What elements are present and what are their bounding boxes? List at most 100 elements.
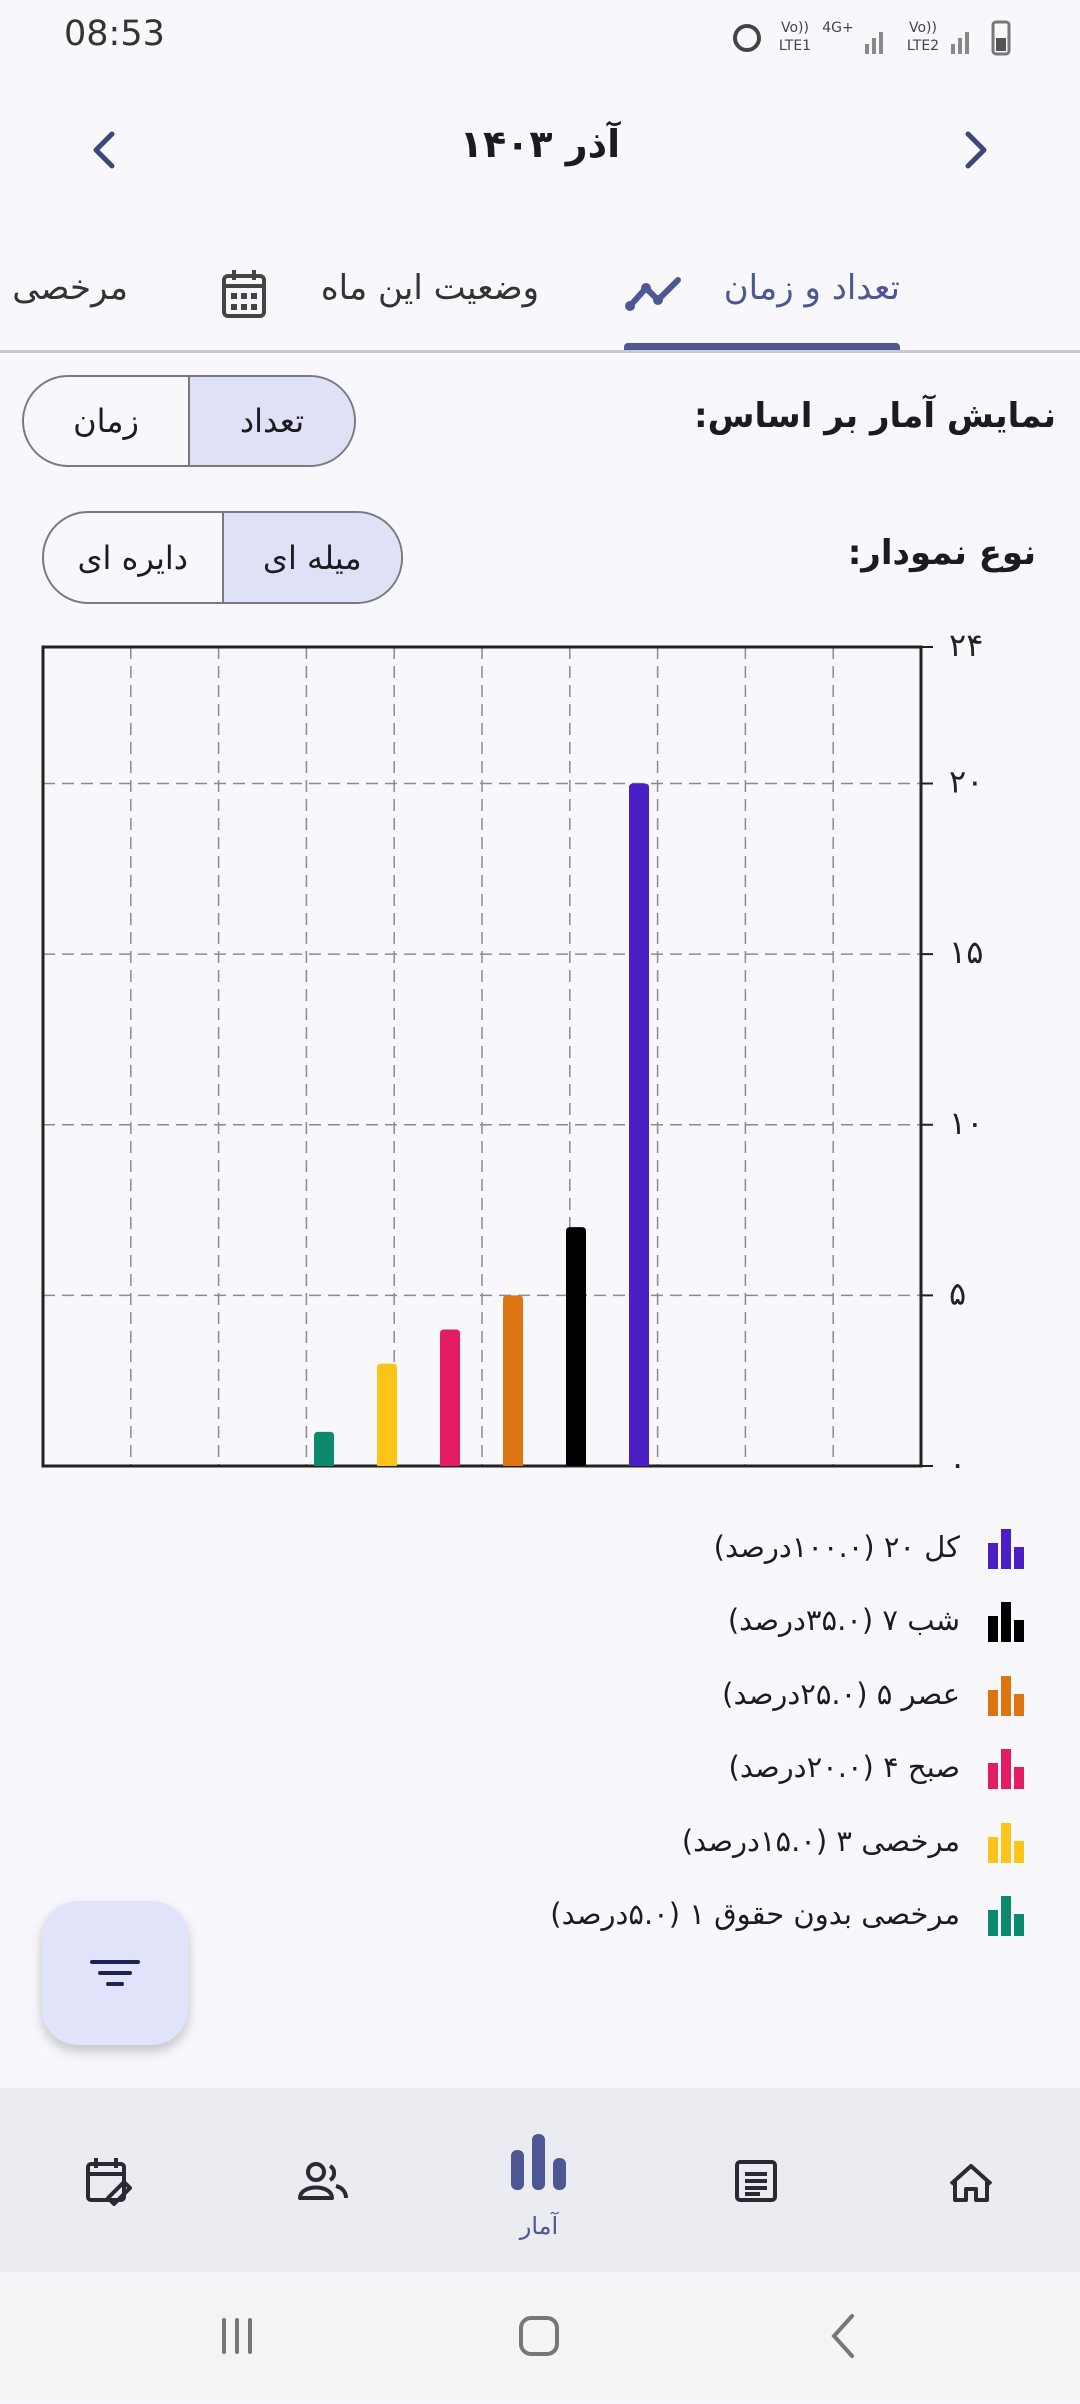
legend-swatch [988, 1763, 998, 1790]
sim1-top: Vo)) [781, 20, 809, 36]
battery [991, 20, 1011, 56]
tab[interactable]: تعداد و زمان [723, 268, 900, 308]
legend-item: شب ۷ (۳۵.۰درصد) [728, 1595, 1028, 1645]
tab[interactable]: وضعیت این ماه [320, 268, 539, 308]
bar [629, 783, 649, 1466]
legend-swatch [1014, 1840, 1024, 1863]
legend-swatch [1014, 1547, 1024, 1569]
tab-bar: تعداد و زمان وضعیت این ماه مرخصی [0, 250, 1080, 354]
legend-swatch [988, 1616, 998, 1643]
nav-icons [86, 2134, 993, 2206]
filter-button[interactable] [42, 1901, 188, 2045]
clock: 08:53 [64, 14, 165, 54]
bar [503, 1295, 523, 1466]
legend-icon [988, 1529, 1024, 1569]
nav-home[interactable] [949, 2164, 993, 2202]
legend-item: مرخصی بدون حقوق ۱ (۵.۰درصد) [550, 1889, 1028, 1939]
legend-swatch [1001, 1675, 1011, 1716]
back-button[interactable] [831, 2314, 854, 2358]
toggle-option[interactable]: میله ای [221, 513, 401, 602]
legend-label: عصر ۵ (۲۵.۰درصد) [722, 1676, 960, 1711]
chart-type-label: نوع نمودار: [847, 533, 1036, 573]
tab-icon [625, 277, 681, 311]
legend-swatch [1001, 1896, 1011, 1936]
signal [865, 44, 869, 54]
bar [566, 1227, 586, 1466]
bar [377, 1363, 397, 1466]
legend-icon [988, 1675, 1024, 1716]
sim1-bottom: LTE1 [779, 38, 811, 54]
legend-icon [988, 1822, 1024, 1863]
toggle-option[interactable]: دایره ای [77, 538, 189, 577]
y-tick-label: ۵ [949, 1274, 966, 1312]
battery-level [996, 38, 1006, 51]
alarm-icon [733, 24, 761, 52]
chart: ۰ ۵ ۱۰ ۱۵ ۲۰ ۲۴ [41, 626, 983, 1483]
bar [314, 1431, 334, 1466]
signal [872, 38, 876, 54]
legend-swatch [988, 1543, 998, 1569]
signal [951, 44, 955, 54]
legend-swatch [988, 1910, 998, 1936]
legend-label: صبح ۴ (۲۰.۰درصد) [728, 1750, 961, 1785]
system-nav [0, 2272, 1080, 2400]
nav-label: آمار [519, 2212, 559, 2240]
legend-icon [988, 1749, 1024, 1790]
signal [879, 32, 883, 54]
basis-label: نمایش آمار بر اساس: [694, 396, 1056, 436]
bottom-nav: آمار [0, 2088, 1080, 2272]
legend-swatch [1014, 1693, 1024, 1716]
net-type: 4G+ [822, 20, 854, 36]
home-button[interactable] [519, 2316, 559, 2356]
legend-swatch [988, 1836, 998, 1863]
y-tick-label: ۲۰ [949, 763, 983, 801]
legend-item: کل ۲۰ (۱۰۰.۰درصد) [714, 1522, 1028, 1572]
legend-swatch [988, 1689, 998, 1716]
status-icons: Vo)) LTE1 4G+ Vo)) LTE2 [733, 20, 1011, 56]
legend-swatch [1001, 1749, 1011, 1790]
toggle-option[interactable]: تعداد [188, 377, 354, 465]
month-title: آذر ۱۴۰۳ [459, 122, 621, 166]
nav-calendar[interactable] [86, 2162, 126, 2202]
toggle-option[interactable]: زمان [73, 402, 139, 440]
y-tick-label: ۰ [949, 1445, 966, 1483]
y-tick-label: ۲۴ [949, 626, 983, 664]
prev-button[interactable] [84, 128, 124, 172]
y-tick-label: ۱۰ [949, 1104, 983, 1142]
legend-item: مرخصی ۳ (۱۵.۰درصد) [682, 1816, 1028, 1866]
legend-item: صبح ۴ (۲۰.۰درصد) [729, 1742, 1029, 1792]
recents-button[interactable] [222, 2318, 252, 2354]
legend-label: مرخصی ۳ (۱۵.۰درصد) [681, 1823, 960, 1858]
nav-people[interactable] [306, 2162, 326, 2182]
legend-swatch [1014, 1914, 1024, 1936]
basis-toggle: زمان تعداد [22, 375, 356, 467]
legend-label: مرخصی بدون حقوق ۱ (۵.۰درصد) [550, 1897, 960, 1931]
tab-indicator [624, 343, 900, 350]
legend-swatch [1014, 1767, 1024, 1790]
legend-icon [988, 1896, 1024, 1936]
system-nav-icons [222, 2314, 854, 2358]
next-button[interactable] [956, 128, 996, 172]
legend-swatch [1001, 1822, 1011, 1863]
y-tick-label: ۱۵ [949, 933, 983, 971]
legend-swatch [1001, 1602, 1011, 1643]
plot-frame [41, 645, 923, 1468]
legend-label: شب ۷ (۳۵.۰درصد) [727, 1603, 960, 1638]
tab-icon [222, 270, 266, 318]
sim2-bottom: LTE2 [907, 38, 939, 54]
filter-icon [90, 1960, 140, 1986]
nav-stats[interactable] [511, 2134, 566, 2190]
bar [440, 1329, 460, 1466]
legend-icon [988, 1602, 1024, 1643]
divider [0, 350, 1080, 353]
legend-label: کل ۲۰ (۱۰۰.۰درصد) [713, 1530, 960, 1564]
sim2-top: Vo)) [909, 20, 937, 36]
signal [965, 32, 969, 54]
legend-swatch [1014, 1620, 1024, 1643]
tab[interactable]: مرخصی [12, 268, 128, 308]
legend-item: عصر ۵ (۲۵.۰درصد) [722, 1669, 1028, 1719]
nav-reports[interactable] [735, 2160, 777, 2202]
signal [958, 38, 962, 54]
